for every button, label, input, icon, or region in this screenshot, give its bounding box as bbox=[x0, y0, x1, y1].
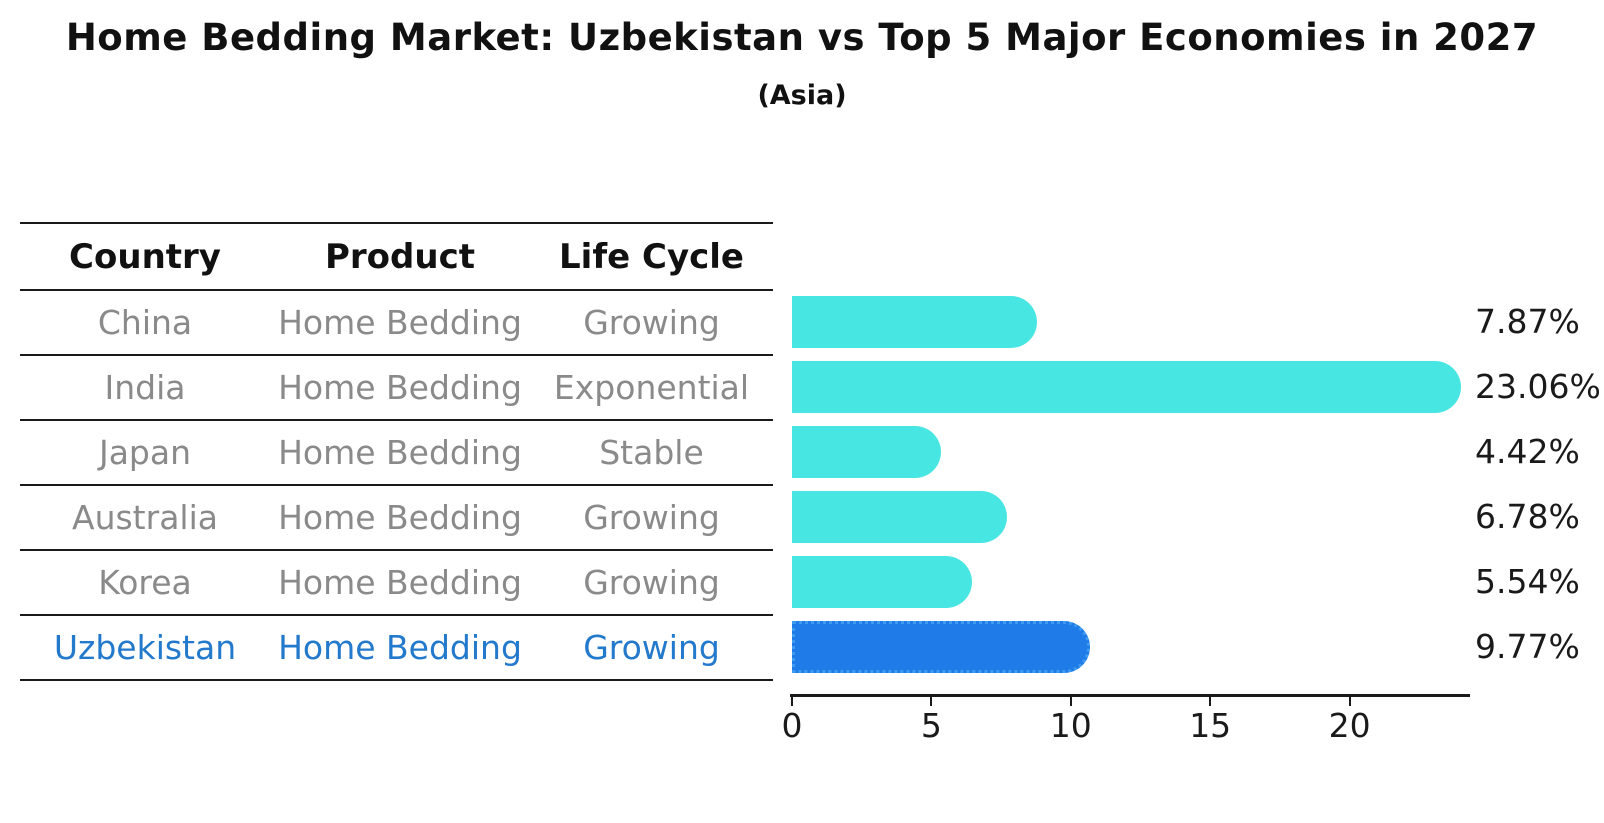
value-label: 7.87% bbox=[1475, 302, 1580, 341]
product-cell: Home Bedding bbox=[278, 433, 522, 472]
table-row: Korea Home Bedding Growing bbox=[20, 549, 773, 614]
table-row: China Home Bedding Growing bbox=[20, 289, 773, 354]
table-header-row: Country Product Life Cycle bbox=[20, 222, 773, 289]
table-row: Australia Home Bedding Growing bbox=[20, 484, 773, 549]
product-cell: Home Bedding bbox=[278, 498, 522, 537]
value-label: 4.42% bbox=[1475, 432, 1580, 471]
x-tick bbox=[791, 697, 793, 706]
x-tick bbox=[1069, 697, 1072, 706]
country-cell: Korea bbox=[98, 563, 192, 602]
x-tick bbox=[1348, 697, 1351, 706]
value-label: 5.54% bbox=[1475, 562, 1580, 601]
product-cell: Home Bedding bbox=[278, 303, 522, 342]
highlight-bar bbox=[792, 620, 1090, 673]
life-cycle-cell: Stable bbox=[599, 433, 704, 472]
country-cell: Uzbekistan bbox=[53, 628, 237, 667]
table-row: Japan Home Bedding Stable bbox=[20, 419, 773, 484]
column-header-country: Country bbox=[69, 236, 221, 277]
value-label: 6.78% bbox=[1475, 497, 1580, 536]
life-cycle-cell: Growing bbox=[583, 563, 720, 602]
x-tick-label: 10 bbox=[1049, 706, 1092, 745]
x-tick bbox=[1209, 697, 1212, 706]
life-cycle-cell: Growing bbox=[583, 628, 720, 667]
bar bbox=[792, 490, 1007, 543]
bar bbox=[792, 360, 1461, 413]
comparison-table: Country Product Life Cycle China Home Bed… bbox=[20, 222, 773, 681]
bar bbox=[792, 425, 941, 478]
table-row: Uzbekistan Home Bedding Growing bbox=[20, 614, 773, 679]
product-cell: Home Bedding bbox=[278, 563, 522, 602]
bar bbox=[792, 295, 1037, 348]
country-cell: Australia bbox=[72, 498, 218, 537]
country-cell: China bbox=[97, 303, 193, 342]
column-header-life-cycle: Life Cycle bbox=[559, 236, 744, 277]
value-label: 9.77% bbox=[1475, 627, 1580, 666]
chart-title: Home Bedding Market: Uzbekistan vs Top 5… bbox=[65, 16, 1539, 59]
table-row: India Home Bedding Exponential bbox=[20, 354, 773, 419]
product-cell: Home Bedding bbox=[278, 628, 522, 667]
life-cycle-cell: Growing bbox=[583, 303, 720, 342]
product-cell: Home Bedding bbox=[278, 368, 522, 407]
x-tick-label: 0 bbox=[781, 706, 803, 745]
country-cell: Japan bbox=[98, 433, 192, 472]
x-tick-label: 5 bbox=[920, 706, 942, 745]
x-axis bbox=[790, 694, 1470, 697]
column-header-product: Product bbox=[325, 236, 475, 277]
life-cycle-cell: Growing bbox=[583, 498, 720, 537]
value-label: 23.06% bbox=[1475, 367, 1601, 406]
country-cell: India bbox=[104, 368, 186, 407]
life-cycle-cell: Exponential bbox=[553, 368, 750, 407]
x-tick-label: 15 bbox=[1189, 706, 1232, 745]
table-body: China Home Bedding Growing India Home Beddin… bbox=[20, 289, 773, 679]
bar bbox=[792, 555, 972, 608]
x-tick-label: 20 bbox=[1328, 706, 1371, 745]
x-tick bbox=[930, 697, 933, 706]
chart-subtitle: (Asia) bbox=[757, 80, 847, 111]
